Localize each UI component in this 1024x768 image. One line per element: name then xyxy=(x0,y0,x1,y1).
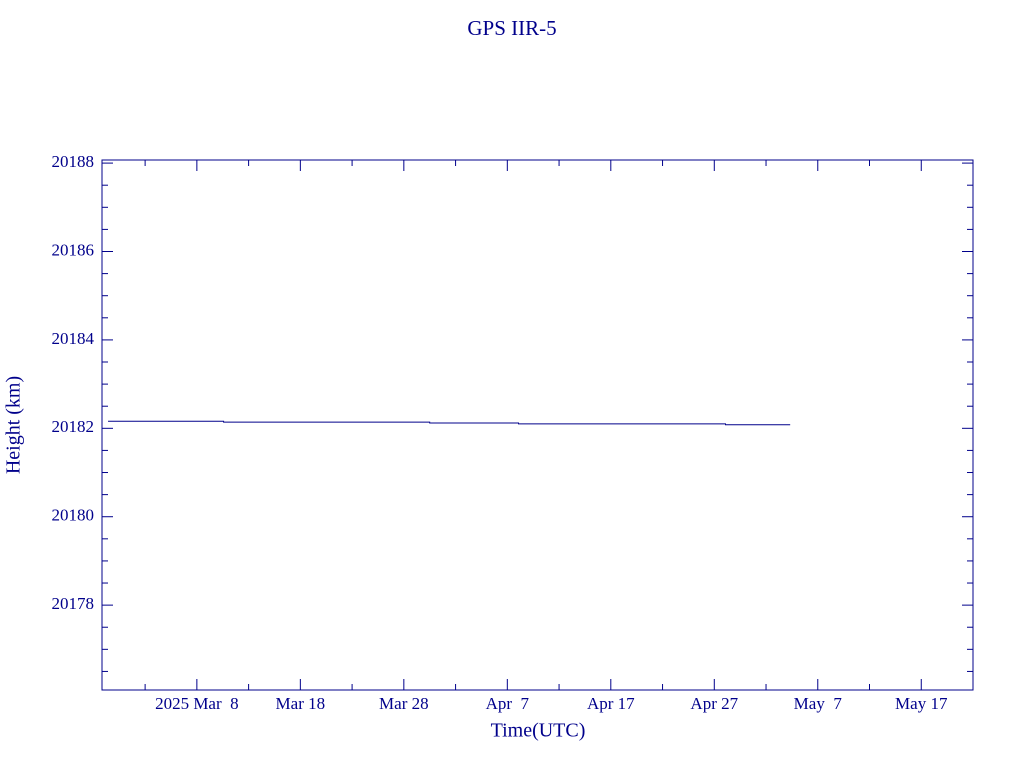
x-tick-label: Mar 18 xyxy=(276,694,326,713)
data-line xyxy=(108,420,791,426)
y-axis-label: Height (km) xyxy=(3,376,25,474)
x-tick-label: Apr 27 xyxy=(690,694,738,713)
x-tick-label: May 7 xyxy=(794,694,843,713)
plot-frame xyxy=(101,159,974,691)
x-tick-label: May 17 xyxy=(895,694,948,713)
x-tick-label: Apr 17 xyxy=(587,694,635,713)
y-tick-label: 20188 xyxy=(52,152,95,171)
y-tick-label: 20186 xyxy=(52,240,95,259)
x-tick-label: Mar 28 xyxy=(379,694,429,713)
y-tick-label: 20180 xyxy=(52,506,95,525)
x-axis-label: Time(UTC) xyxy=(491,720,586,742)
y-tick-label: 20182 xyxy=(52,417,95,436)
chart-title: GPS IIR-5 xyxy=(467,16,556,40)
x-tick-label: Apr 7 xyxy=(486,694,530,713)
y-tick-label: 20184 xyxy=(52,329,95,348)
x-tick-label: 2025 Mar 8 xyxy=(155,694,239,713)
y-tick-label: 20178 xyxy=(52,594,95,613)
